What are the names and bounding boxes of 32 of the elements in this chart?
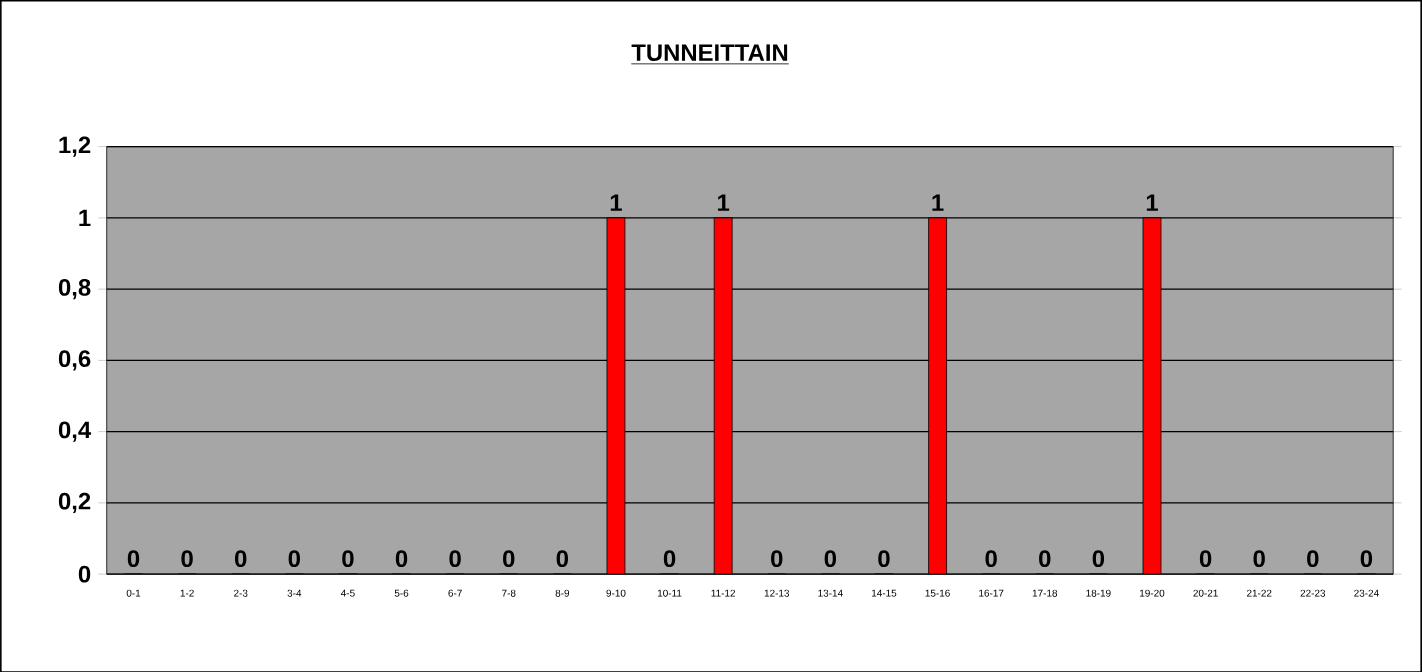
data-label: 0 [181,549,193,567]
y-tick-label: 0,8 [58,278,91,299]
y-tick-label: 0,2 [58,492,91,513]
data-label: 0 [1092,549,1105,567]
data-label: 0 [1039,549,1051,567]
data-label: 0 [235,549,247,567]
data-label: 0 [663,549,676,567]
data-label: 0 [342,549,354,567]
y-tick-label: 1,2 [59,136,91,157]
y-tick-label: 0,4 [58,421,92,442]
data-label: 0 [771,549,783,567]
data-label: 0 [1199,549,1212,567]
data-label: 0 [449,549,461,567]
data-label: 0 [503,549,515,567]
data-label: 0 [1253,549,1265,567]
data-label: 0 [1307,549,1319,567]
data-label: 0 [1360,549,1373,567]
data-label: 0 [127,549,140,567]
data-label: 0 [556,549,568,567]
y-tick-label: 0,6 [58,349,91,371]
data-label: 0 [985,549,997,567]
data-label: 1 [610,194,622,211]
y-tick-label: 0 [78,565,91,583]
data-label: 0 [288,549,300,567]
data-label: 0 [824,549,837,567]
data-label: 1 [1146,194,1158,211]
data-label: 0 [878,549,890,567]
chart-title: TUNNEITTAIN [631,44,788,61]
data-label: 0 [395,549,408,567]
data-label: 1 [932,194,944,211]
y-tick-label: 1 [79,209,91,226]
data-label: 1 [718,194,730,211]
